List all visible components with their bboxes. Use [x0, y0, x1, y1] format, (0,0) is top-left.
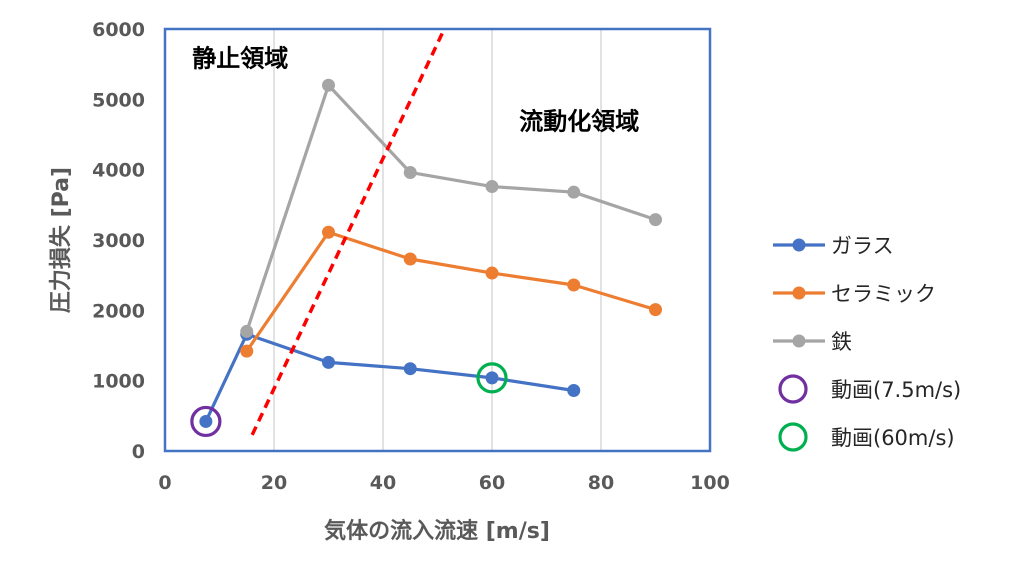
legend-marker	[792, 286, 806, 300]
data-point	[485, 266, 499, 280]
legend-ring	[778, 374, 808, 404]
data-point	[485, 180, 499, 194]
region-label: 静止領域	[192, 44, 288, 72]
x-tick-label: 100	[690, 472, 730, 494]
data-point	[567, 278, 581, 292]
y-tick-label: 6000	[92, 19, 145, 41]
legend-label: ガラス	[831, 234, 894, 258]
highlight-ring	[476, 362, 508, 394]
highlight-markers	[190, 362, 508, 438]
legend-marker	[792, 238, 806, 252]
y-tick-label: 3000	[92, 230, 145, 252]
series-line	[204, 332, 574, 423]
data-point	[403, 252, 417, 266]
x-tick-label: 80	[588, 472, 614, 494]
legend-label: 動画(60m/s)	[831, 426, 955, 450]
x-tick-label: 60	[479, 472, 505, 494]
legend-label: セラミック	[831, 282, 936, 306]
legend-ring	[778, 422, 808, 452]
x-tick-label: 40	[370, 472, 396, 494]
series-line	[245, 83, 657, 332]
y-axis-title: 圧力損失 [Pa]	[49, 167, 74, 313]
x-tick-label: 0	[158, 472, 171, 494]
y-tick-label: 1000	[92, 371, 145, 393]
y-tick-label: 0	[132, 441, 145, 463]
series-1	[240, 225, 662, 358]
data-point	[403, 165, 417, 179]
legend-item: 動画(7.5m/s)	[778, 374, 961, 404]
y-axis-ticks: 0 1000 2000 3000 4000 5000 6000	[92, 19, 145, 463]
legend-item: 鉄	[773, 330, 852, 354]
data-point	[240, 344, 254, 358]
plot-area-frame	[163, 27, 712, 453]
x-axis-ticks: 0 20 40 60 80 100	[158, 472, 729, 494]
data-point	[322, 225, 335, 239]
data-point	[567, 384, 581, 398]
legend-label: 動画(7.5m/s)	[831, 378, 961, 402]
x-tick-label: 20	[261, 472, 287, 494]
data-point	[403, 362, 417, 376]
y-tick-label: 4000	[92, 160, 145, 182]
data-point	[485, 371, 499, 385]
series-2	[240, 78, 662, 338]
data-point	[322, 355, 335, 369]
data-point	[322, 78, 335, 92]
data-point	[199, 414, 213, 428]
series-layer	[199, 78, 662, 428]
legend-label: 鉄	[831, 330, 852, 354]
series-line	[245, 230, 656, 353]
highlight-ring	[190, 405, 222, 438]
series-0	[199, 327, 581, 428]
data-point	[649, 303, 662, 317]
gridlines	[273, 29, 602, 451]
y-tick-label: 2000	[92, 300, 145, 322]
legend-marker	[792, 334, 806, 348]
region-label: 流動化領域	[519, 108, 639, 136]
x-axis-title: 気体の流入流速 [m/s]	[324, 518, 550, 544]
legend-item: ガラス	[773, 234, 894, 258]
legend-item: セラミック	[773, 282, 936, 306]
data-point	[567, 185, 581, 199]
data-point	[649, 213, 662, 227]
data-point	[240, 324, 254, 338]
legend-item: 動画(60m/s)	[778, 422, 955, 452]
y-tick-label: 5000	[92, 89, 145, 111]
